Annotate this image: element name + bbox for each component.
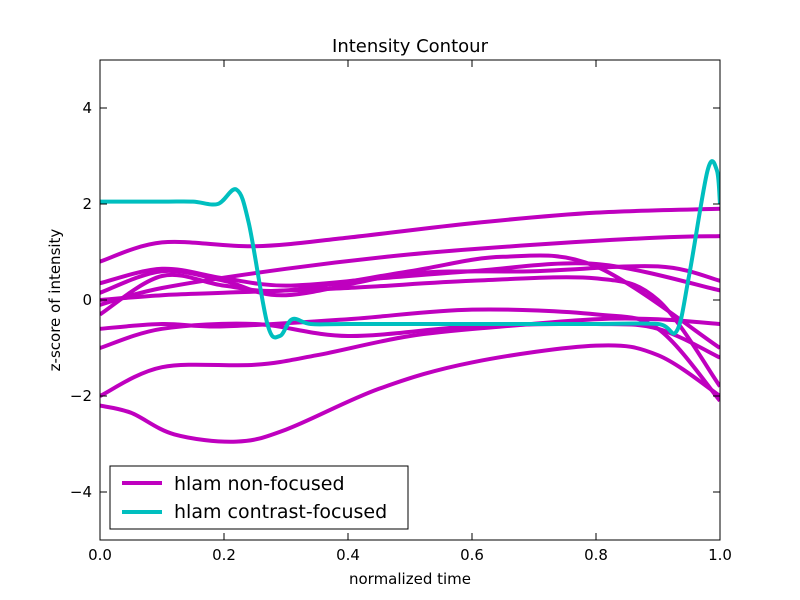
x-tick-label-1: 0.2 (212, 546, 236, 564)
x-tick-label-4: 0.8 (584, 546, 608, 564)
y-tick-label-3: 2 (82, 195, 92, 213)
y-tick-label-1: −2 (70, 387, 92, 405)
legend-label-contrast-focused: hlam contrast-focused (174, 501, 387, 523)
series-line-hlam-non-focused-9 (100, 343, 720, 444)
legend-box (109, 465, 409, 530)
y-tick-label-0: −4 (70, 483, 92, 501)
x-tick-label-3: 0.6 (460, 546, 484, 564)
series-line-hlam-non-focused-8 (100, 316, 720, 398)
series-layer (100, 159, 720, 444)
series-line-hlam-non-focused-7 (100, 321, 720, 360)
y-tick-label-2: 0 (82, 291, 92, 309)
series-line-hlam-non-focused-4 (100, 253, 720, 350)
y-tick-label-4: 4 (82, 99, 92, 117)
series-line-hlam-contrast-focused-10 (100, 159, 720, 340)
x-tick-label-5: 1.0 (708, 546, 732, 564)
y-axis-label: z-score of intensity (46, 229, 64, 372)
series-line-hlam-non-focused-1 (100, 234, 720, 307)
legend: hlam non-focused hlam contrast-focused (109, 465, 409, 530)
series-line-hlam-non-focused-0 (100, 206, 720, 264)
chart-title: Intensity Contour (332, 36, 489, 57)
x-tick-label-2: 0.4 (336, 546, 360, 564)
x-tick-label-0: 0.0 (88, 546, 112, 564)
series-line-hlam-non-focused-5 (100, 275, 720, 388)
ticks-layer: 0.0 0.2 0.4 0.6 0.8 1.0 −4 −2 0 2 4 (70, 60, 732, 564)
legend-label-non-focused: hlam non-focused (174, 473, 345, 495)
x-axis-label: normalized time (349, 570, 471, 588)
